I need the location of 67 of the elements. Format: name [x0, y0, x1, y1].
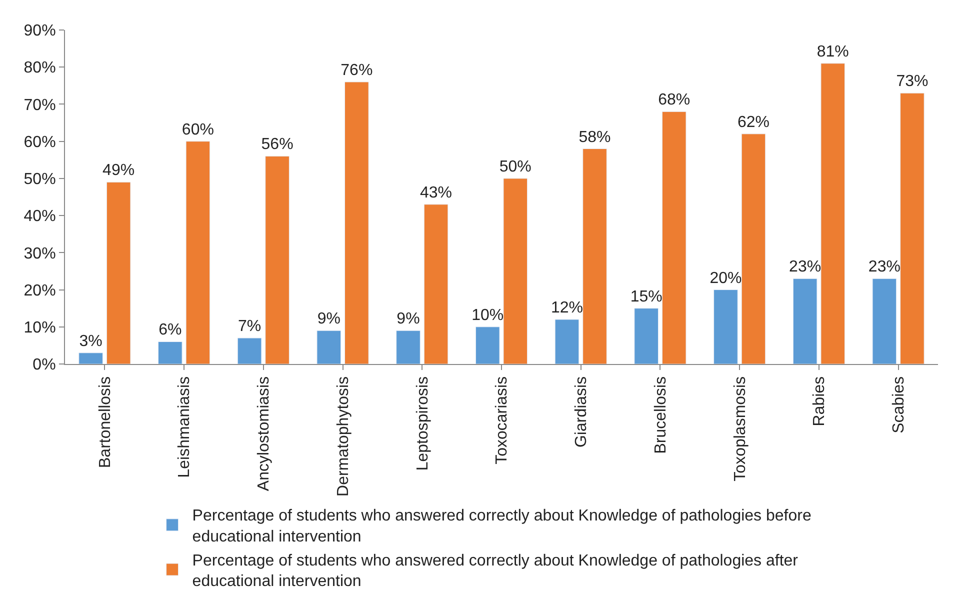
data-label: 20% — [710, 270, 742, 287]
data-label: 6% — [158, 322, 182, 339]
data-label: 68% — [658, 92, 690, 109]
data-label: 49% — [102, 162, 135, 180]
data-label: 58% — [578, 128, 611, 146]
bar — [741, 134, 766, 364]
legend-label: Percentage of students who answered correctly about Knowledge of pathologies after educational intervention — [192, 552, 799, 590]
y-tick-label: 40% — [24, 208, 56, 226]
bar — [900, 92, 924, 364]
bar — [265, 156, 290, 364]
y-tick-label: 50% — [24, 171, 56, 188]
bar — [344, 82, 369, 364]
bar — [714, 290, 738, 364]
y-tick-label: 70% — [24, 96, 56, 114]
x-tick-label: Toxoplasmosis — [732, 376, 749, 482]
bar — [158, 341, 182, 364]
data-label: 15% — [630, 288, 662, 306]
x-tick-label: Bartonellosis — [96, 376, 114, 468]
bar — [396, 330, 420, 364]
bar — [316, 330, 342, 364]
bar — [78, 352, 103, 364]
data-label: 9% — [317, 310, 340, 328]
bar — [582, 148, 607, 364]
x-tick-label: Leishmaniasis — [176, 376, 194, 478]
y-tick-label: 30% — [24, 245, 56, 262]
x-tick-label: Brucellosis — [652, 376, 670, 454]
x-tick-label: Scabies — [890, 376, 908, 434]
bar — [475, 326, 500, 364]
bar — [662, 111, 686, 364]
data-label: 23% — [789, 258, 822, 276]
x-tick-label: Leptospirosis — [414, 376, 432, 471]
bar — [186, 141, 210, 364]
x-tick-label: Dermatophytosis — [334, 376, 352, 496]
data-label: 10% — [472, 306, 504, 324]
data-label: 76% — [340, 62, 373, 79]
bar — [424, 204, 448, 364]
bar — [634, 308, 658, 364]
data-label: 73% — [896, 73, 928, 90]
y-tick-label: 20% — [24, 282, 56, 300]
legend-label: Percentage of students who answered correctly about Knowledge of pathologies before educational intervention — [192, 508, 812, 546]
bar — [106, 182, 131, 364]
bar — [554, 319, 580, 364]
bar — [820, 63, 845, 364]
y-tick-label: 10% — [24, 319, 56, 336]
bar — [503, 178, 528, 364]
data-label: 56% — [261, 136, 294, 154]
data-label: 9% — [396, 310, 420, 328]
bar — [792, 278, 818, 364]
x-tick-label: Giardiasis — [573, 376, 590, 448]
y-tick-label: 80% — [24, 60, 56, 77]
data-label: 62% — [737, 114, 770, 131]
data-label: 50% — [499, 158, 532, 176]
bar — [237, 338, 262, 364]
data-label: 81% — [816, 43, 849, 60]
data-label: 60% — [182, 121, 214, 138]
data-label: 23% — [868, 258, 900, 276]
y-tick-label: 0% — [32, 356, 56, 374]
x-tick-label: Rabies — [811, 376, 828, 426]
data-label: 3% — [79, 332, 102, 350]
y-tick-label: 90% — [24, 22, 56, 40]
bar — [872, 278, 897, 364]
data-label: 7% — [238, 318, 262, 336]
x-tick-label: Toxocariasis — [494, 376, 511, 464]
y-tick-label: 60% — [24, 134, 56, 151]
x-tick-label: Ancylostomiasis — [256, 376, 273, 492]
data-label: 43% — [420, 184, 452, 202]
data-label: 12% — [550, 299, 583, 316]
